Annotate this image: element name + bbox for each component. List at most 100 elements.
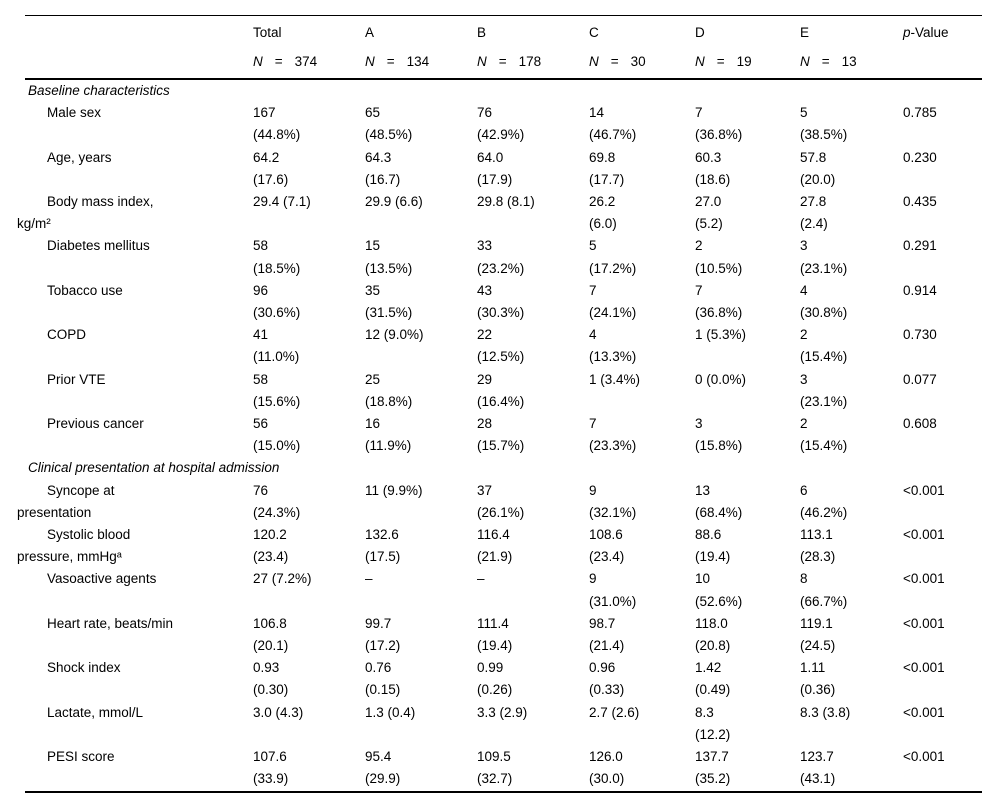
value-cell: 3 (23.1%) bbox=[800, 238, 848, 276]
row-label-text: Previous cancer bbox=[47, 416, 144, 432]
value-cell: 1.3 (0.4) bbox=[365, 704, 416, 720]
equals-sign: = bbox=[498, 54, 507, 69]
value-cell: 3 (15.8%) bbox=[695, 416, 743, 454]
row-label-header bbox=[25, 16, 253, 80]
n-symbol: N bbox=[477, 54, 487, 69]
p-value-cell: 0.914 bbox=[903, 282, 937, 298]
equals-sign: = bbox=[386, 54, 395, 69]
column-n-line: N = 19 bbox=[695, 47, 800, 76]
row-label-text: Body mass index, kg/m² bbox=[17, 194, 154, 232]
value-cell: 4 (30.8%) bbox=[800, 282, 848, 321]
value-cell: 123.7 (43.1) bbox=[800, 749, 836, 787]
value-cell: 8.3 (12.2) bbox=[695, 704, 731, 742]
column-n-line: N = 13 bbox=[800, 47, 903, 76]
table-row: PESI score 107.6 (33.9) 95.4 (29.9) 109.5 (… bbox=[25, 746, 982, 791]
table-body: Baseline characteristics Male sex 167 (44.… bbox=[17, 79, 982, 792]
value-cell: 1.11 (0.36) bbox=[800, 660, 836, 698]
table-row: Syncope at presentation 76 (24.3%) 11 (9.9… bbox=[17, 480, 982, 524]
value-cell: 167 (44.8%) bbox=[253, 105, 301, 143]
value-cell: 6 (46.2%) bbox=[800, 482, 848, 520]
table-row: Systolic blood pressure, mmHgᵃ 120.2 (23.… bbox=[17, 524, 982, 568]
row-label-text: Systolic blood pressure, mmHgᵃ bbox=[17, 527, 131, 565]
p-value-cell: 0.435 bbox=[903, 194, 937, 210]
value-cell: 3.3 (2.9) bbox=[477, 704, 528, 720]
value-cell: 2 (15.4%) bbox=[800, 416, 848, 454]
value-cell: 4 (13.3%) bbox=[589, 327, 637, 365]
row-label-text: Male sex bbox=[47, 105, 102, 121]
table-row: Age, years 64.2 (17.6) 64.3 (16.7) 64.0 (17… bbox=[25, 147, 982, 191]
column-n-line: N = 374 bbox=[253, 47, 365, 76]
value-cell: 109.5 (32.7) bbox=[477, 749, 513, 787]
table-row: Previous cancer 56 (15.0%) 16 (11.9%) 28 (1… bbox=[25, 413, 982, 457]
value-cell: 2 (15.4%) bbox=[800, 327, 848, 365]
section-label: Baseline characteristics bbox=[28, 83, 170, 98]
value-cell: 15 (13.5%) bbox=[365, 238, 413, 276]
value-cell: 88.6 (19.4) bbox=[695, 527, 731, 565]
p-value-cell: 0.230 bbox=[903, 149, 937, 165]
row-label-text: Age, years bbox=[47, 149, 112, 165]
value-cell: 7 (23.3%) bbox=[589, 416, 637, 454]
table-row: Male sex 167 (44.8%) 65 (48.5%) 76 (42.9%) 1… bbox=[25, 102, 982, 146]
column-n-line: N = 30 bbox=[589, 47, 695, 76]
p-value-cell: <0.001 bbox=[903, 660, 945, 676]
value-cell: 106.8 (20.1) bbox=[253, 615, 289, 654]
value-cell: 1.42 (0.49) bbox=[695, 660, 731, 698]
n-value: 19 bbox=[736, 54, 752, 69]
value-cell: 64.3 (16.7) bbox=[365, 149, 401, 187]
value-cell: 29.9 (6.6) bbox=[365, 194, 423, 210]
n-value: 30 bbox=[630, 54, 646, 69]
value-cell: 1 (5.3%) bbox=[695, 327, 747, 343]
value-cell: 76 (24.3%) bbox=[253, 482, 301, 520]
row-label: Lactate, mmol/L bbox=[25, 702, 253, 746]
n-symbol: N bbox=[800, 54, 810, 69]
value-cell: 113.1 (28.3) bbox=[800, 527, 836, 565]
table-row: Body mass index, kg/m² 29.4 (7.1) 29.9 (6.… bbox=[17, 191, 982, 235]
value-cell: 12 (9.0%) bbox=[365, 327, 424, 343]
table-row: COPD 41 (11.0%) 12 (9.0%) 22 (12.5%) 4 (13.3… bbox=[25, 324, 982, 368]
n-value: 134 bbox=[406, 54, 430, 69]
value-cell: 7 (36.8%) bbox=[695, 282, 743, 321]
table-row: Lactate, mmol/L 3.0 (4.3) 1.3 (0.4) 3.3 (2.… bbox=[25, 702, 982, 746]
value-cell: 43 (30.3%) bbox=[477, 282, 525, 321]
value-cell: 95.4 (29.9) bbox=[365, 749, 401, 787]
row-label-text: Syncope at presentation bbox=[17, 482, 115, 520]
value-cell: 27.8 (2.4) bbox=[800, 194, 828, 232]
column-header-e: E N = 13 bbox=[800, 16, 903, 80]
section-row: Clinical presentation at hospital admiss… bbox=[25, 457, 982, 479]
row-label-text: Shock index bbox=[47, 660, 121, 676]
p-symbol: p bbox=[903, 25, 911, 40]
equals-sign: = bbox=[821, 54, 830, 69]
column-group-label: C bbox=[589, 25, 599, 40]
value-cell: 98.7 (21.4) bbox=[589, 615, 625, 654]
p-value-cell: 0.608 bbox=[903, 416, 937, 432]
pvalue-header-label: p-Value bbox=[903, 18, 982, 47]
value-cell: 56 (15.0%) bbox=[253, 416, 301, 454]
value-cell: 11 (9.9%) bbox=[365, 482, 423, 498]
value-cell: 16 (11.9%) bbox=[365, 416, 412, 454]
column-header-d: D N = 19 bbox=[695, 16, 800, 80]
value-cell: 1 (3.4%) bbox=[589, 371, 641, 387]
value-cell: 0 (0.0%) bbox=[695, 371, 747, 387]
row-label: Syncope at presentation bbox=[17, 480, 253, 524]
p-value-cell: <0.001 bbox=[903, 527, 945, 543]
value-cell: 0.76 (0.15) bbox=[365, 660, 401, 698]
row-label: Systolic blood pressure, mmHgᵃ bbox=[17, 524, 253, 568]
row-label: Previous cancer bbox=[25, 413, 253, 457]
value-cell: 28 (15.7%) bbox=[477, 416, 525, 454]
table-row: Diabetes mellitus 58 (18.5%) 15 (13.5%) 33 … bbox=[25, 235, 982, 279]
value-cell: 41 (11.0%) bbox=[253, 327, 300, 365]
value-cell: 0.99 (0.26) bbox=[477, 660, 513, 698]
n-value: 178 bbox=[518, 54, 542, 69]
equals-sign: = bbox=[610, 54, 619, 69]
value-cell: 76 (42.9%) bbox=[477, 105, 525, 143]
value-cell: – bbox=[365, 571, 373, 587]
p-value-cell: <0.001 bbox=[903, 749, 945, 765]
value-cell: 9 (32.1%) bbox=[589, 482, 637, 520]
column-header-b: B N = 178 bbox=[477, 16, 589, 80]
row-label-text: Heart rate, beats/min bbox=[47, 615, 174, 631]
row-label-text: Prior VTE bbox=[47, 371, 106, 387]
value-cell: 0.93 (0.30) bbox=[253, 660, 289, 698]
value-cell: 58 (18.5%) bbox=[253, 238, 301, 276]
p-value-cell: 0.785 bbox=[903, 105, 937, 121]
value-cell: 29.4 (7.1) bbox=[253, 194, 311, 210]
